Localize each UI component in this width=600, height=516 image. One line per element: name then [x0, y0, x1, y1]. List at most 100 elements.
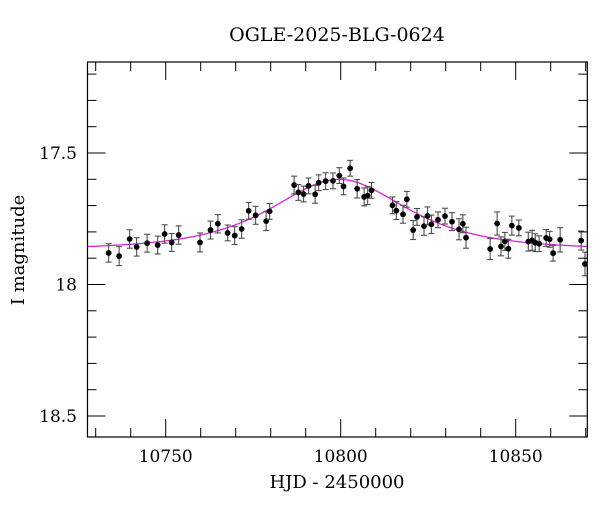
- point-marker: [515, 225, 522, 231]
- point-marker: [291, 182, 298, 188]
- data-point: [421, 216, 427, 236]
- point-marker: [133, 243, 140, 250]
- y-tick-label: 18: [55, 276, 77, 296]
- model-curve-path: [87, 178, 588, 248]
- data-point: [393, 201, 400, 221]
- point-marker: [487, 246, 494, 252]
- data-point: [305, 177, 312, 195]
- y-axis-ticks: 17.5 18 18.5: [39, 73, 588, 427]
- point-marker: [400, 211, 406, 218]
- data-point: [414, 207, 420, 226]
- point-marker: [161, 231, 168, 237]
- data-point: [494, 211, 501, 236]
- data-point: [154, 235, 161, 255]
- point-marker: [550, 250, 557, 257]
- point-marker: [435, 216, 441, 223]
- data-point: [515, 219, 522, 237]
- point-marker: [312, 191, 319, 198]
- point-marker: [389, 202, 396, 209]
- point-marker: [116, 253, 123, 259]
- point-marker: [414, 214, 420, 220]
- x-tick-label: 10800: [314, 447, 368, 467]
- data-point: [508, 215, 515, 236]
- data-point: [231, 226, 238, 246]
- data-point: [463, 226, 469, 249]
- x-tick-label: 10850: [489, 447, 543, 467]
- point-marker: [238, 226, 245, 232]
- point-marker: [347, 165, 354, 172]
- point-marker: [403, 196, 410, 203]
- chart-title: OGLE-2025-BLG-0624: [229, 24, 445, 46]
- plot-area: [87, 159, 588, 277]
- data-point: [498, 236, 504, 257]
- data-point: [364, 186, 371, 206]
- point-marker: [305, 182, 312, 189]
- point-marker: [224, 230, 231, 236]
- point-marker: [252, 212, 259, 219]
- point-marker: [154, 242, 161, 248]
- x-axis-label: HJD - 2450000: [269, 472, 404, 493]
- point-marker: [197, 239, 203, 246]
- data-point: [368, 181, 375, 199]
- data-point: [312, 184, 319, 204]
- data-point: [245, 201, 252, 220]
- y-tick-label: 18.5: [39, 407, 77, 427]
- data-point: [266, 202, 273, 220]
- point-marker: [245, 207, 252, 214]
- point-marker: [207, 227, 214, 233]
- point-marker: [144, 240, 151, 247]
- point-marker: [421, 223, 427, 230]
- data-point: [315, 174, 322, 192]
- point-marker: [494, 220, 501, 227]
- x-tick-label: 10750: [139, 447, 193, 467]
- point-marker: [105, 250, 112, 256]
- point-marker: [364, 192, 371, 199]
- point-marker: [582, 261, 588, 267]
- data-point: [238, 219, 245, 239]
- data-point: [449, 212, 455, 232]
- data-point: [546, 230, 553, 248]
- point-marker: [505, 245, 512, 252]
- point-marker: [456, 226, 462, 233]
- data-point: [340, 177, 347, 196]
- point-marker: [442, 213, 448, 220]
- data-point: [550, 244, 557, 262]
- data-point: [456, 218, 462, 241]
- point-marker: [322, 178, 329, 185]
- point-marker: [315, 179, 322, 186]
- data-point: [487, 237, 494, 261]
- data-point: [389, 196, 396, 215]
- data-point: [354, 179, 361, 199]
- point-marker: [410, 227, 417, 233]
- data-point: [105, 243, 112, 263]
- y-tick-label: 17.5: [39, 144, 77, 164]
- data-point: [175, 225, 182, 245]
- plot-frame: [86, 61, 588, 438]
- point-marker: [214, 220, 221, 227]
- point-marker: [536, 240, 543, 247]
- point-marker: [175, 232, 182, 238]
- point-marker: [459, 220, 466, 227]
- point-marker: [340, 183, 347, 190]
- data-point: [442, 207, 448, 225]
- point-marker: [368, 187, 375, 194]
- data-point: [168, 232, 175, 252]
- data-point: [207, 220, 214, 240]
- point-marker: [266, 208, 273, 215]
- model-curve: [87, 178, 588, 248]
- data-point: [252, 205, 259, 225]
- point-marker: [424, 212, 431, 219]
- data-point: [330, 172, 336, 190]
- data-point: [410, 220, 417, 241]
- data-points: [105, 159, 588, 277]
- data-point: [459, 214, 466, 234]
- data-point: [197, 232, 203, 253]
- data-point: [263, 211, 270, 232]
- data-point: [505, 238, 512, 259]
- data-point: [578, 230, 585, 251]
- point-marker: [463, 234, 469, 241]
- data-point: [582, 251, 588, 277]
- data-point: [116, 246, 123, 267]
